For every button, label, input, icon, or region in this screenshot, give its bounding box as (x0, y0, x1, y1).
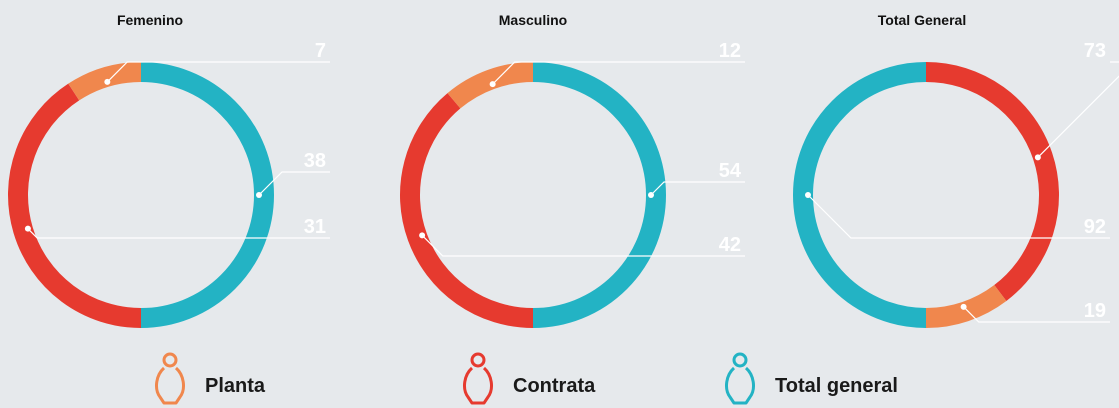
donut-segment (68, 62, 142, 101)
icon-body (725, 366, 755, 405)
legend-icon (725, 352, 755, 405)
legend-label: Planta (205, 375, 266, 397)
donut-segment (140, 62, 274, 328)
donut-segment (793, 62, 927, 328)
leader-dot (104, 78, 111, 85)
legend-icon (155, 352, 185, 405)
value-label: 73 (1084, 40, 1106, 62)
leader-line (421, 234, 745, 257)
leader-dot (960, 303, 967, 310)
leader-dot (648, 192, 654, 198)
legend-icon (463, 352, 493, 405)
leader-line (106, 61, 330, 83)
icon-body (463, 366, 493, 405)
chart-title: Femenino (117, 12, 183, 28)
leader-line (963, 306, 1110, 323)
leader-dot (419, 232, 426, 239)
leader-dot (1034, 154, 1041, 161)
leader-dot (256, 192, 262, 198)
chart-title: Masculino (499, 12, 567, 28)
donut-segment (925, 284, 1007, 328)
icon-body (155, 366, 185, 405)
value-label: 12 (719, 40, 741, 62)
leader-dot (805, 192, 811, 198)
icon-head (162, 352, 178, 368)
leader-line (492, 61, 745, 85)
leader-line (258, 171, 330, 196)
leader-line (807, 194, 1110, 239)
leader-line (1037, 61, 1119, 158)
legend-label: Contrata (513, 375, 596, 397)
value-label: 92 (1084, 216, 1106, 238)
icon-head (470, 352, 486, 368)
chart-title: Total General (878, 12, 966, 28)
leader-dot (489, 81, 496, 88)
value-label: 7 (315, 40, 326, 62)
value-label: 31 (304, 216, 326, 238)
donut-segment (8, 83, 142, 328)
value-label: 54 (719, 160, 742, 182)
donut-segment (447, 62, 534, 109)
leader-line (27, 228, 330, 239)
leader-line (650, 181, 745, 196)
donut-segment (400, 93, 534, 328)
leader-dot (24, 225, 31, 232)
icon-head (732, 352, 748, 368)
value-label: 42 (719, 234, 741, 256)
value-label: 19 (1084, 300, 1106, 322)
donut-segment (532, 62, 666, 328)
value-label: 38 (304, 150, 326, 172)
donut-segment (925, 62, 1059, 301)
legend-label: Total general (775, 375, 898, 397)
